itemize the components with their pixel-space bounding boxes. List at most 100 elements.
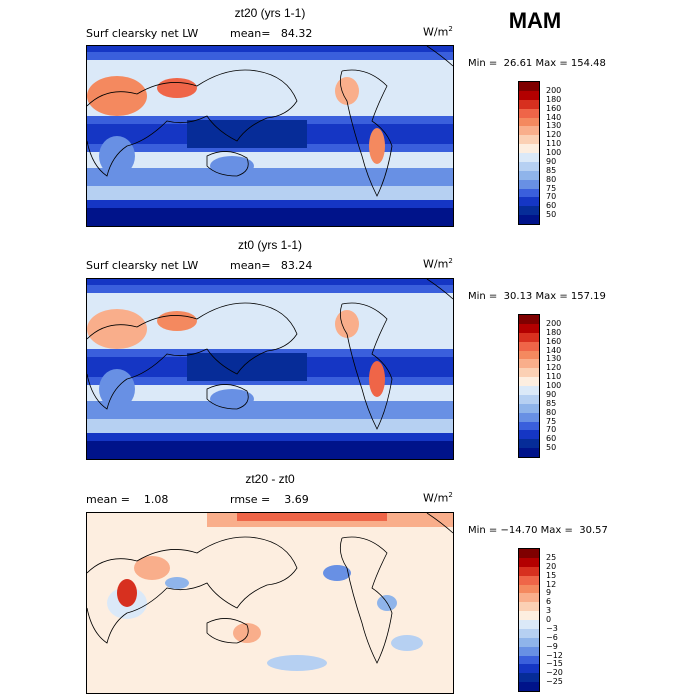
colorbar-segment bbox=[519, 170, 539, 180]
colorbar-segment bbox=[519, 557, 539, 567]
colorbar-segment bbox=[519, 593, 539, 603]
colorbar-tick-label: 6 bbox=[546, 597, 552, 607]
colorbar-segment bbox=[519, 637, 539, 647]
units-label: W/m2 bbox=[423, 25, 453, 39]
rmse-label: rmse = 3.69 bbox=[230, 493, 309, 506]
colorbar-tick-label: 200 bbox=[546, 85, 562, 95]
colorbar-tick-label: −9 bbox=[546, 641, 558, 651]
colorbar-tick-label: 100 bbox=[546, 381, 562, 390]
colorbar-segment bbox=[519, 655, 539, 665]
colorbar-segment bbox=[519, 350, 539, 360]
colorbar-segment bbox=[519, 439, 539, 449]
colorbar-tick-label: 0 bbox=[546, 615, 552, 624]
colorbar-tick-label: −3 bbox=[546, 623, 558, 633]
colorbar-tick-label: 15 bbox=[546, 570, 557, 580]
colorbar-tick-label: 75 bbox=[546, 416, 557, 426]
colorbar-segment bbox=[519, 448, 539, 457]
units-label: W/m2 bbox=[423, 257, 453, 271]
colorbar-segment bbox=[519, 566, 539, 576]
colorbar-tick-label: 180 bbox=[546, 327, 562, 337]
mean-label: mean= 84.32 bbox=[230, 27, 313, 40]
colorbar-segment bbox=[519, 664, 539, 674]
colorbar-segment bbox=[519, 188, 539, 198]
colorbar-tick-label: −12 bbox=[546, 650, 563, 660]
colorbar-tick-label: 12 bbox=[546, 579, 557, 589]
colorbar-tick-label: 20 bbox=[546, 561, 557, 571]
colorbar-segment bbox=[519, 628, 539, 638]
colorbar-segment bbox=[519, 206, 539, 216]
colorbar-tick-label: 130 bbox=[546, 121, 562, 131]
colorbar-tick-label: 180 bbox=[546, 94, 562, 104]
map-difference bbox=[86, 512, 454, 694]
colorbar-tick-label: 70 bbox=[546, 192, 557, 202]
colorbar-tick-label: 140 bbox=[546, 345, 562, 355]
map-field bbox=[87, 513, 453, 693]
colorbar-tick-label: 110 bbox=[546, 139, 562, 149]
colorbar-segment bbox=[519, 161, 539, 171]
colorbar-tick-label: 90 bbox=[546, 389, 557, 399]
colorbar-segment bbox=[519, 341, 539, 351]
colorbar-tick-label: 80 bbox=[546, 174, 557, 184]
colorbar-segment bbox=[519, 673, 539, 683]
colorbar-segment bbox=[519, 584, 539, 594]
colorbar-segment bbox=[519, 197, 539, 207]
min-max-label: Min = 26.61 Max = 154.48 bbox=[468, 58, 606, 69]
colorbar-tick-label: −20 bbox=[546, 668, 563, 678]
colorbar-tick-label: 25 bbox=[546, 552, 557, 562]
colorbar-tick-label: 130 bbox=[546, 354, 562, 364]
colorbar-segment bbox=[519, 215, 539, 224]
colorbar-segment bbox=[519, 386, 539, 395]
mean-label: mean= 83.24 bbox=[230, 259, 313, 272]
colorbar-segment bbox=[519, 430, 539, 440]
colorbar-tick-label: −6 bbox=[546, 632, 558, 642]
map-field bbox=[87, 279, 453, 459]
colorbar-tick-label: 160 bbox=[546, 103, 562, 113]
colorbar-tick-label: 110 bbox=[546, 372, 562, 382]
colorbar-tick-label: 60 bbox=[546, 201, 557, 211]
colorbar-tick-label: 60 bbox=[546, 434, 557, 444]
colorbar-segment bbox=[519, 377, 539, 386]
colorbar-segment bbox=[519, 179, 539, 189]
variable-label: Surf clearsky net LW bbox=[86, 259, 199, 272]
colorbar-tick-label: 120 bbox=[546, 130, 562, 140]
panel-title: zt0 (yrs 1-1) bbox=[237, 238, 302, 252]
min-max-label: Min = −14.70 Max = 30.57 bbox=[468, 525, 608, 536]
colorbar-segment bbox=[519, 144, 539, 153]
colorbar bbox=[518, 314, 540, 458]
colorbar-tick-label: 75 bbox=[546, 183, 557, 193]
colorbar-segment bbox=[519, 117, 539, 127]
colorbar-segment bbox=[519, 82, 539, 91]
colorbar-tick-label: 200 bbox=[546, 318, 562, 328]
colorbar-segment bbox=[519, 108, 539, 118]
colorbar-segment bbox=[519, 403, 539, 413]
panel-title: zt20 (yrs 1-1) bbox=[234, 6, 306, 20]
colorbar-segment bbox=[519, 412, 539, 422]
colorbar-segment bbox=[519, 90, 539, 100]
colorbar-tick-label: 85 bbox=[546, 165, 557, 175]
colorbar-segment bbox=[519, 646, 539, 656]
colorbar-segment bbox=[519, 549, 539, 558]
min-max-label: Min = 30.13 Max = 157.19 bbox=[468, 291, 606, 302]
colorbar-segment bbox=[519, 421, 539, 431]
colorbar-tick-label: 70 bbox=[546, 425, 557, 435]
colorbar-segment bbox=[519, 323, 539, 333]
colorbar-tick-label: 120 bbox=[546, 363, 562, 373]
map-zt20 bbox=[86, 45, 454, 227]
colorbar-tick-label: 80 bbox=[546, 407, 557, 417]
units-label: W/m2 bbox=[423, 491, 453, 505]
colorbar-tick-label: 3 bbox=[546, 606, 552, 616]
colorbar-segment bbox=[519, 368, 539, 378]
colorbar-segment bbox=[519, 126, 539, 136]
colorbar-segment bbox=[519, 620, 539, 629]
colorbar-tick-label: 50 bbox=[546, 443, 557, 453]
colorbar-segment bbox=[519, 153, 539, 162]
colorbar-segment bbox=[519, 611, 539, 620]
variable-label: Surf clearsky net LW bbox=[86, 27, 199, 40]
colorbar-segment bbox=[519, 315, 539, 324]
season-title: MAM bbox=[508, 8, 562, 33]
colorbar-tick-label: 100 bbox=[546, 148, 562, 157]
mean-label: mean = 1.08 bbox=[86, 493, 169, 506]
colorbar-tick-label: 90 bbox=[546, 156, 557, 166]
colorbar-tick-label: −15 bbox=[546, 659, 563, 669]
colorbar-tick-label: 85 bbox=[546, 398, 557, 408]
